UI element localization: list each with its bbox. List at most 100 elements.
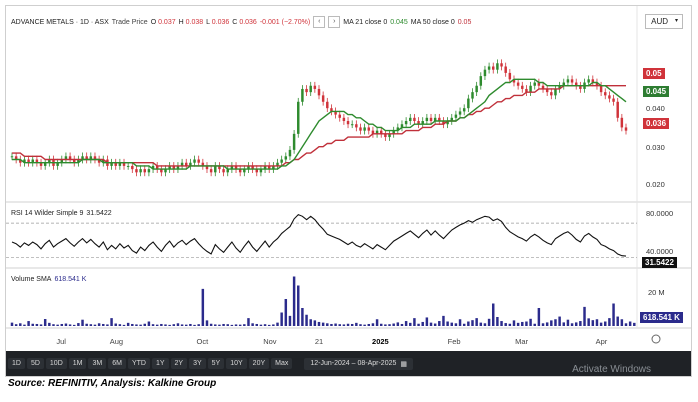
candle-body	[537, 82, 541, 86]
currency-value: AUD	[651, 17, 668, 26]
volume-bar	[554, 319, 557, 326]
volume-bar	[27, 321, 30, 326]
candle-body	[620, 117, 624, 128]
volume-bar	[574, 322, 578, 326]
candle-body	[400, 124, 404, 128]
volume-bar	[118, 324, 122, 326]
volume-bar	[234, 324, 238, 326]
candle-body	[93, 156, 97, 160]
period-2y-button[interactable]: 2Y	[170, 358, 188, 369]
candle-body	[512, 79, 516, 83]
candle-body	[454, 114, 458, 118]
period-6m-button[interactable]: 6M	[108, 358, 126, 369]
volume-bar	[97, 323, 101, 326]
volume-bar	[458, 319, 462, 326]
date-range-picker[interactable]: 12-Jun-2024 – 08-Apr-2025 ▦	[304, 357, 414, 370]
ma21-line	[12, 78, 627, 170]
candle-body	[110, 162, 113, 166]
period-max-button[interactable]: Max	[271, 358, 293, 369]
volume-bar	[346, 323, 350, 326]
price-legend: ADVANCE METALS · 1D · ASX Trade Price O …	[11, 16, 471, 28]
volume-bar	[317, 321, 321, 326]
volume-bar	[168, 324, 171, 326]
x-axis-label: Apr	[596, 337, 608, 346]
volume-bar	[135, 324, 138, 326]
volume-bar	[230, 324, 234, 326]
currency-select[interactable]: AUD ▾	[645, 14, 683, 29]
candle-body	[475, 85, 478, 93]
candle-body	[355, 124, 358, 128]
volume-bar	[43, 319, 47, 326]
candle-body	[205, 165, 209, 170]
volume-bar	[106, 324, 109, 326]
period-1d-button[interactable]: 1D	[8, 358, 25, 369]
candle-body	[587, 79, 590, 83]
candle-body	[284, 156, 288, 160]
candle-body	[247, 165, 250, 170]
volume-bar	[93, 324, 97, 326]
candle-body	[579, 85, 582, 89]
volume-bar	[429, 322, 433, 326]
x-axis-label: Oct	[197, 337, 210, 346]
volume-bar	[367, 323, 371, 326]
period-1m-button[interactable]: 1M	[68, 358, 87, 369]
volume-bar	[326, 323, 329, 326]
period-ytd-button[interactable]: YTD	[127, 358, 150, 369]
rsi-tick-40: 40.0000	[646, 247, 674, 256]
candle-body	[238, 169, 242, 173]
period-10d-button[interactable]: 10D	[45, 358, 67, 369]
candle-body	[516, 82, 520, 86]
volume-bar	[570, 323, 574, 326]
volume-bar	[23, 324, 26, 326]
candle-body	[396, 127, 400, 131]
candle-body	[342, 117, 346, 122]
volume-bar	[562, 322, 566, 326]
volume-bar	[612, 303, 615, 326]
volume-bar	[541, 323, 545, 326]
volume-bar	[10, 322, 14, 326]
candle-body	[10, 156, 14, 158]
nav-next-button[interactable]: ›	[328, 16, 341, 28]
settings-circle-icon[interactable]	[651, 334, 661, 344]
candle-body	[317, 88, 321, 96]
period-10y-button[interactable]: 10Y	[226, 358, 247, 369]
candle-body	[85, 156, 88, 160]
rsi-badge: 31.5422	[642, 257, 677, 268]
period-5d-button[interactable]: 5D	[26, 358, 44, 369]
volume-bar	[608, 318, 611, 326]
nav-prev-button[interactable]: ‹	[313, 16, 326, 28]
candle-body	[487, 66, 491, 70]
volume-bar	[126, 322, 130, 326]
x-axis-label: Aug	[110, 337, 123, 346]
candle-body	[624, 127, 628, 131]
candle-body	[155, 165, 159, 170]
candle-body	[122, 162, 126, 166]
volume-bar	[114, 323, 117, 326]
volume-bar	[193, 324, 196, 326]
candle-body	[326, 101, 329, 109]
period-3y-button[interactable]: 3Y	[189, 358, 206, 369]
volume-bar	[595, 319, 599, 326]
candle-body	[367, 127, 371, 131]
volume-bar	[375, 319, 379, 326]
period-20y-button[interactable]: 20Y	[248, 358, 270, 369]
period-1y-button[interactable]: 1Y	[151, 358, 169, 369]
volume-bar	[496, 317, 499, 326]
volume-bar	[209, 323, 213, 326]
volume-bar	[247, 318, 250, 326]
candle-body	[334, 111, 337, 115]
candle-body	[309, 85, 312, 93]
chevron-down-icon: ▾	[674, 18, 678, 24]
period-toolbar: 1D 5D 10D 1M 3M 6M YTD 1Y 2Y 3Y 5Y 10Y 2…	[6, 351, 691, 376]
volume-bar	[400, 323, 404, 326]
volume-bar	[19, 323, 22, 326]
volume-bar	[151, 324, 155, 326]
candle-body	[375, 130, 379, 134]
candle-body	[31, 159, 34, 163]
period-5y-button[interactable]: 5Y	[207, 358, 225, 369]
volume-bar	[371, 323, 375, 326]
volume-bar	[64, 323, 68, 326]
volume-bar	[558, 316, 561, 326]
period-3m-button[interactable]: 3M	[88, 358, 107, 369]
volume-bar	[305, 314, 308, 326]
